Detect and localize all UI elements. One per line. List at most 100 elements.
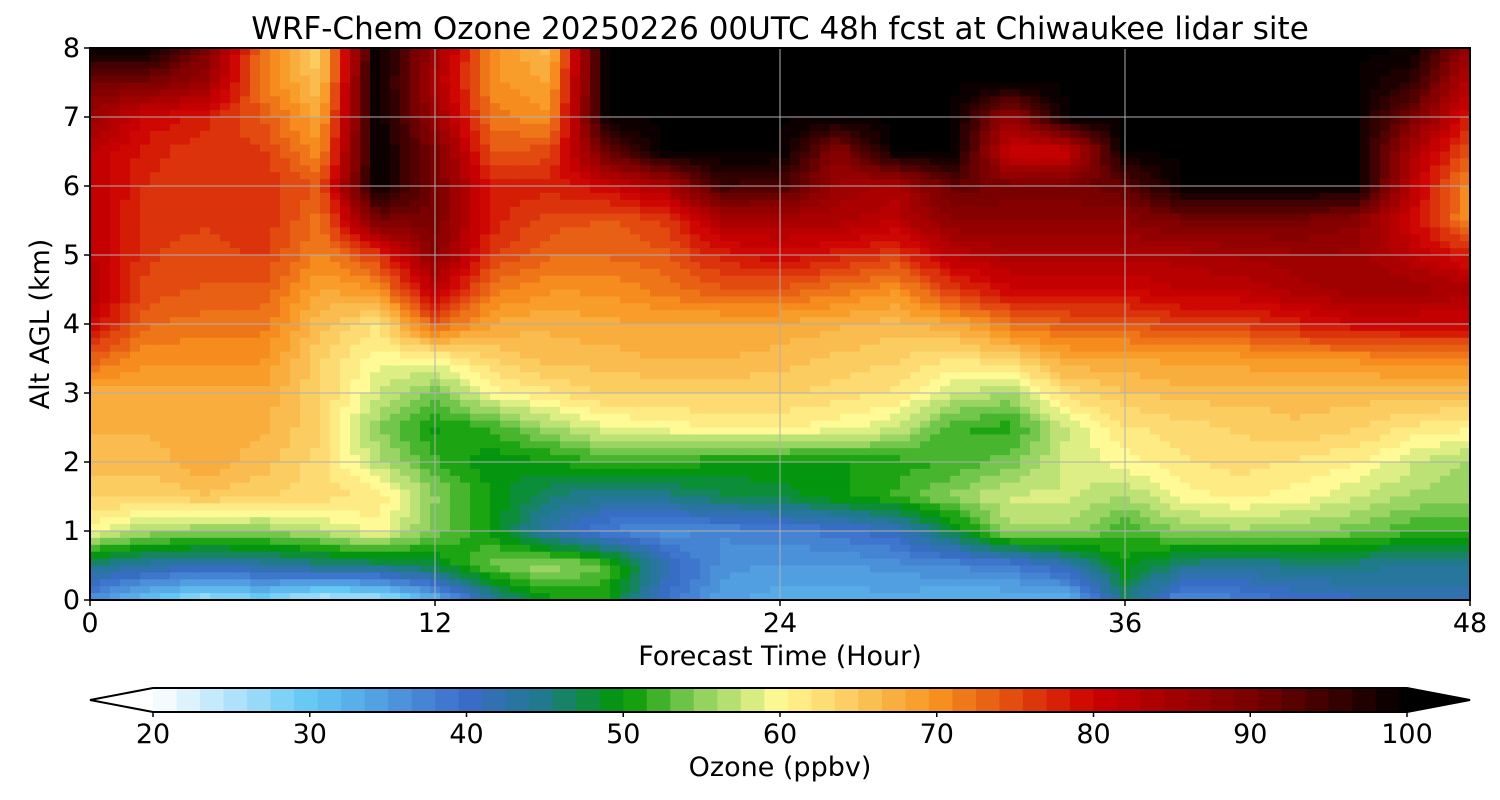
heat-cell <box>480 220 491 228</box>
heat-cell <box>100 234 111 242</box>
heat-cell <box>150 261 161 270</box>
heat-cell <box>410 186 421 194</box>
heat-cell <box>1310 130 1321 139</box>
heat-cell <box>160 137 171 146</box>
heat-cell <box>1160 199 1171 208</box>
heat-cell <box>1010 130 1021 139</box>
heat-cell <box>100 89 111 97</box>
heat-cell <box>980 172 991 180</box>
heat-cell <box>110 206 121 215</box>
heat-cell <box>350 151 361 159</box>
heat-cell <box>980 220 991 228</box>
heat-cell <box>860 275 871 284</box>
heat-cell <box>1370 234 1381 242</box>
heat-cell <box>790 123 801 132</box>
heat-cell <box>480 68 491 77</box>
heat-cell <box>690 48 701 56</box>
heat-cell <box>1410 282 1421 291</box>
heat-cell <box>180 227 191 235</box>
heat-cell <box>810 192 821 201</box>
heat-cell <box>700 144 711 153</box>
heat-cell <box>500 82 511 90</box>
heat-cell <box>980 275 991 284</box>
heat-cell <box>1130 206 1141 215</box>
heat-cell <box>1200 75 1211 84</box>
heat-cell <box>910 275 921 284</box>
heat-cell <box>190 151 201 159</box>
heat-cell <box>250 248 261 256</box>
heat-cell <box>1040 255 1051 263</box>
heat-cell <box>810 199 821 208</box>
heat-cell <box>900 48 911 56</box>
heat-cell <box>720 282 731 291</box>
heat-cell <box>160 179 171 187</box>
heat-cell <box>620 220 631 228</box>
heat-cell <box>1460 255 1470 263</box>
heat-cell <box>790 199 801 208</box>
heat-cell <box>830 268 841 277</box>
heat-cell <box>600 179 611 187</box>
heat-cell <box>1430 241 1441 249</box>
heat-cell <box>980 144 991 153</box>
heat-cell <box>1020 241 1031 249</box>
heat-cell <box>980 75 991 84</box>
heat-cell <box>1010 179 1021 187</box>
heat-cell <box>310 54 321 63</box>
heat-cell <box>1350 192 1361 201</box>
heat-cell <box>100 61 111 70</box>
heat-cell <box>630 220 641 228</box>
heat-cell <box>520 241 531 249</box>
heat-cell <box>1170 144 1181 153</box>
heat-cell <box>1030 103 1041 111</box>
heat-cell <box>820 289 831 297</box>
heat-cell <box>450 275 461 284</box>
heat-cell <box>920 172 931 180</box>
heat-cell <box>470 206 481 215</box>
heat-cell <box>1130 199 1141 208</box>
heat-cell <box>480 199 491 208</box>
heat-cell <box>180 75 191 84</box>
heat-cell <box>220 268 231 277</box>
heat-cell <box>460 199 471 208</box>
heat-cell <box>1250 241 1261 249</box>
heat-cell <box>290 123 301 132</box>
heat-cell <box>1370 255 1381 263</box>
heat-cell <box>260 234 271 242</box>
heat-cell <box>840 117 851 125</box>
heat-cell <box>1370 103 1381 111</box>
heat-cell <box>340 282 351 291</box>
heat-cell <box>840 75 851 84</box>
heat-cell <box>1100 213 1111 222</box>
heat-cell <box>1010 61 1021 70</box>
heat-cell <box>1040 234 1051 242</box>
heat-cell <box>370 213 381 222</box>
heat-cell <box>1020 213 1031 222</box>
heat-cell <box>1370 241 1381 249</box>
heat-cell <box>340 137 351 146</box>
heat-cell <box>310 268 321 277</box>
heat-cell <box>480 117 491 125</box>
heat-cell <box>830 103 841 111</box>
heat-cell <box>820 227 831 235</box>
heat-cell <box>270 220 281 228</box>
heat-cell <box>270 296 281 304</box>
heat-cell <box>1410 103 1421 111</box>
heat-cell <box>480 123 491 132</box>
heat-cell <box>400 206 411 215</box>
heat-cell <box>170 296 181 304</box>
heat-cell <box>1030 220 1041 228</box>
heat-cell <box>1060 213 1071 222</box>
heat-cell <box>210 241 221 249</box>
heat-cell <box>410 158 421 166</box>
heat-cell <box>540 48 551 56</box>
heat-cell <box>800 110 811 118</box>
heat-cell <box>190 296 201 304</box>
heat-cell <box>810 61 821 70</box>
heat-cell <box>670 268 681 277</box>
heat-cell <box>490 213 501 222</box>
heat-cell <box>510 48 521 56</box>
heat-cell <box>400 268 411 277</box>
heat-cell <box>540 248 551 256</box>
heat-cell <box>1300 179 1311 187</box>
heat-cell <box>150 248 161 256</box>
